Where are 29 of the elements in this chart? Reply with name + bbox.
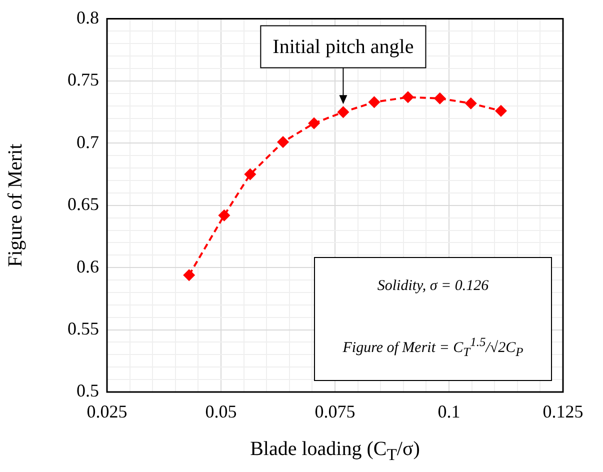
point <box>244 168 256 180</box>
annotation: Solidity, σ = 0.126 <box>377 278 489 295</box>
y-tick-label: 0.6 <box>76 256 99 276</box>
point <box>337 106 350 118</box>
point <box>218 209 230 222</box>
y-tick-label: 0.5 <box>76 380 99 401</box>
x-tick-label: 0.025 <box>86 402 128 422</box>
point <box>434 92 446 104</box>
point <box>308 117 320 130</box>
y-axis-title: Figure of Merit <box>4 143 26 268</box>
x-tick-label: 0.075 <box>314 402 356 422</box>
y-tick-label: 0.75 <box>68 70 99 90</box>
point <box>368 96 380 108</box>
y-tick-label: 0.8 <box>76 8 99 28</box>
point <box>277 136 290 148</box>
point <box>183 269 196 282</box>
x-tick-label: 0.1 <box>438 402 460 422</box>
point <box>464 97 477 110</box>
text-box: Solidity, σ = 0.126 Figure of Merit = C$_{T}$$^{1.5}$/√2C$_{P}$ <box>314 257 552 381</box>
x-tick-label: 0.125 <box>542 402 584 422</box>
annotation: Figure of Merit = C$_{T}$$^{1.5}$/√2C$_{P}$ <box>342 335 524 360</box>
point <box>494 104 507 117</box>
y-tick-label: 0.55 <box>68 318 99 339</box>
y-tick-label: 0.65 <box>68 194 99 214</box>
y-tick-label: 0.7 <box>76 132 99 152</box>
x-tick-label: 0.05 <box>205 402 237 422</box>
point <box>402 91 414 104</box>
x-axis-title: Blade loading (C$_{T}$/σ) <box>249 438 421 465</box>
annotation: Initial pitch angle <box>272 36 414 58</box>
